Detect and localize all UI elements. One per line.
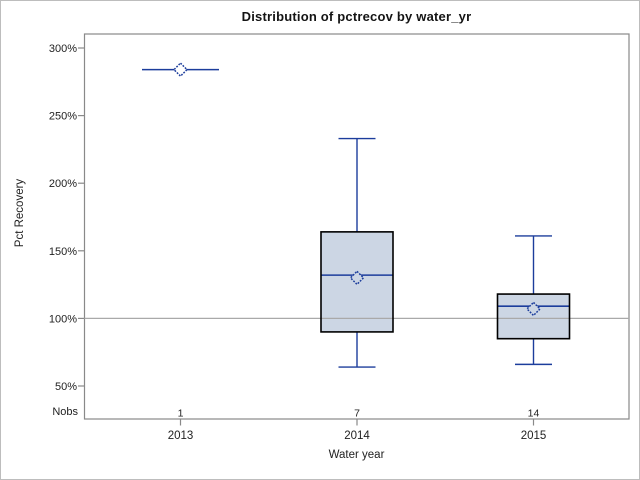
x-tick-label-2015: 2015 [521, 430, 547, 442]
nobs-value-2015: 14 [528, 408, 540, 420]
x-tick-label-2014: 2014 [344, 430, 370, 442]
mean-diamond-2015 [525, 301, 542, 317]
y-tick-label-150: 150% [49, 246, 77, 258]
nobs-row-label: Nobs [52, 406, 78, 418]
y-tick-label-200: 200% [49, 178, 77, 190]
y-tick-label-300: 300% [49, 43, 77, 55]
chart-title: Distribution of pctrecov by water_yr [241, 9, 472, 24]
x-tick-label-2013: 2013 [168, 430, 194, 442]
y-tick-label-100: 100% [49, 313, 77, 325]
nobs-value-2013: 1 [178, 408, 184, 420]
y-tick-label-50: 50% [55, 381, 77, 393]
box-outline-2014 [320, 231, 394, 333]
box-fill-2015 [497, 294, 570, 339]
x-axis-label: Water year [328, 449, 385, 461]
box-outline-2015 [496, 293, 571, 340]
y-tick-label-250: 250% [49, 111, 77, 123]
mean-diamond-2013 [172, 62, 189, 78]
nobs-value-2014: 7 [354, 408, 360, 420]
mean-diamond-2014 [349, 270, 365, 286]
